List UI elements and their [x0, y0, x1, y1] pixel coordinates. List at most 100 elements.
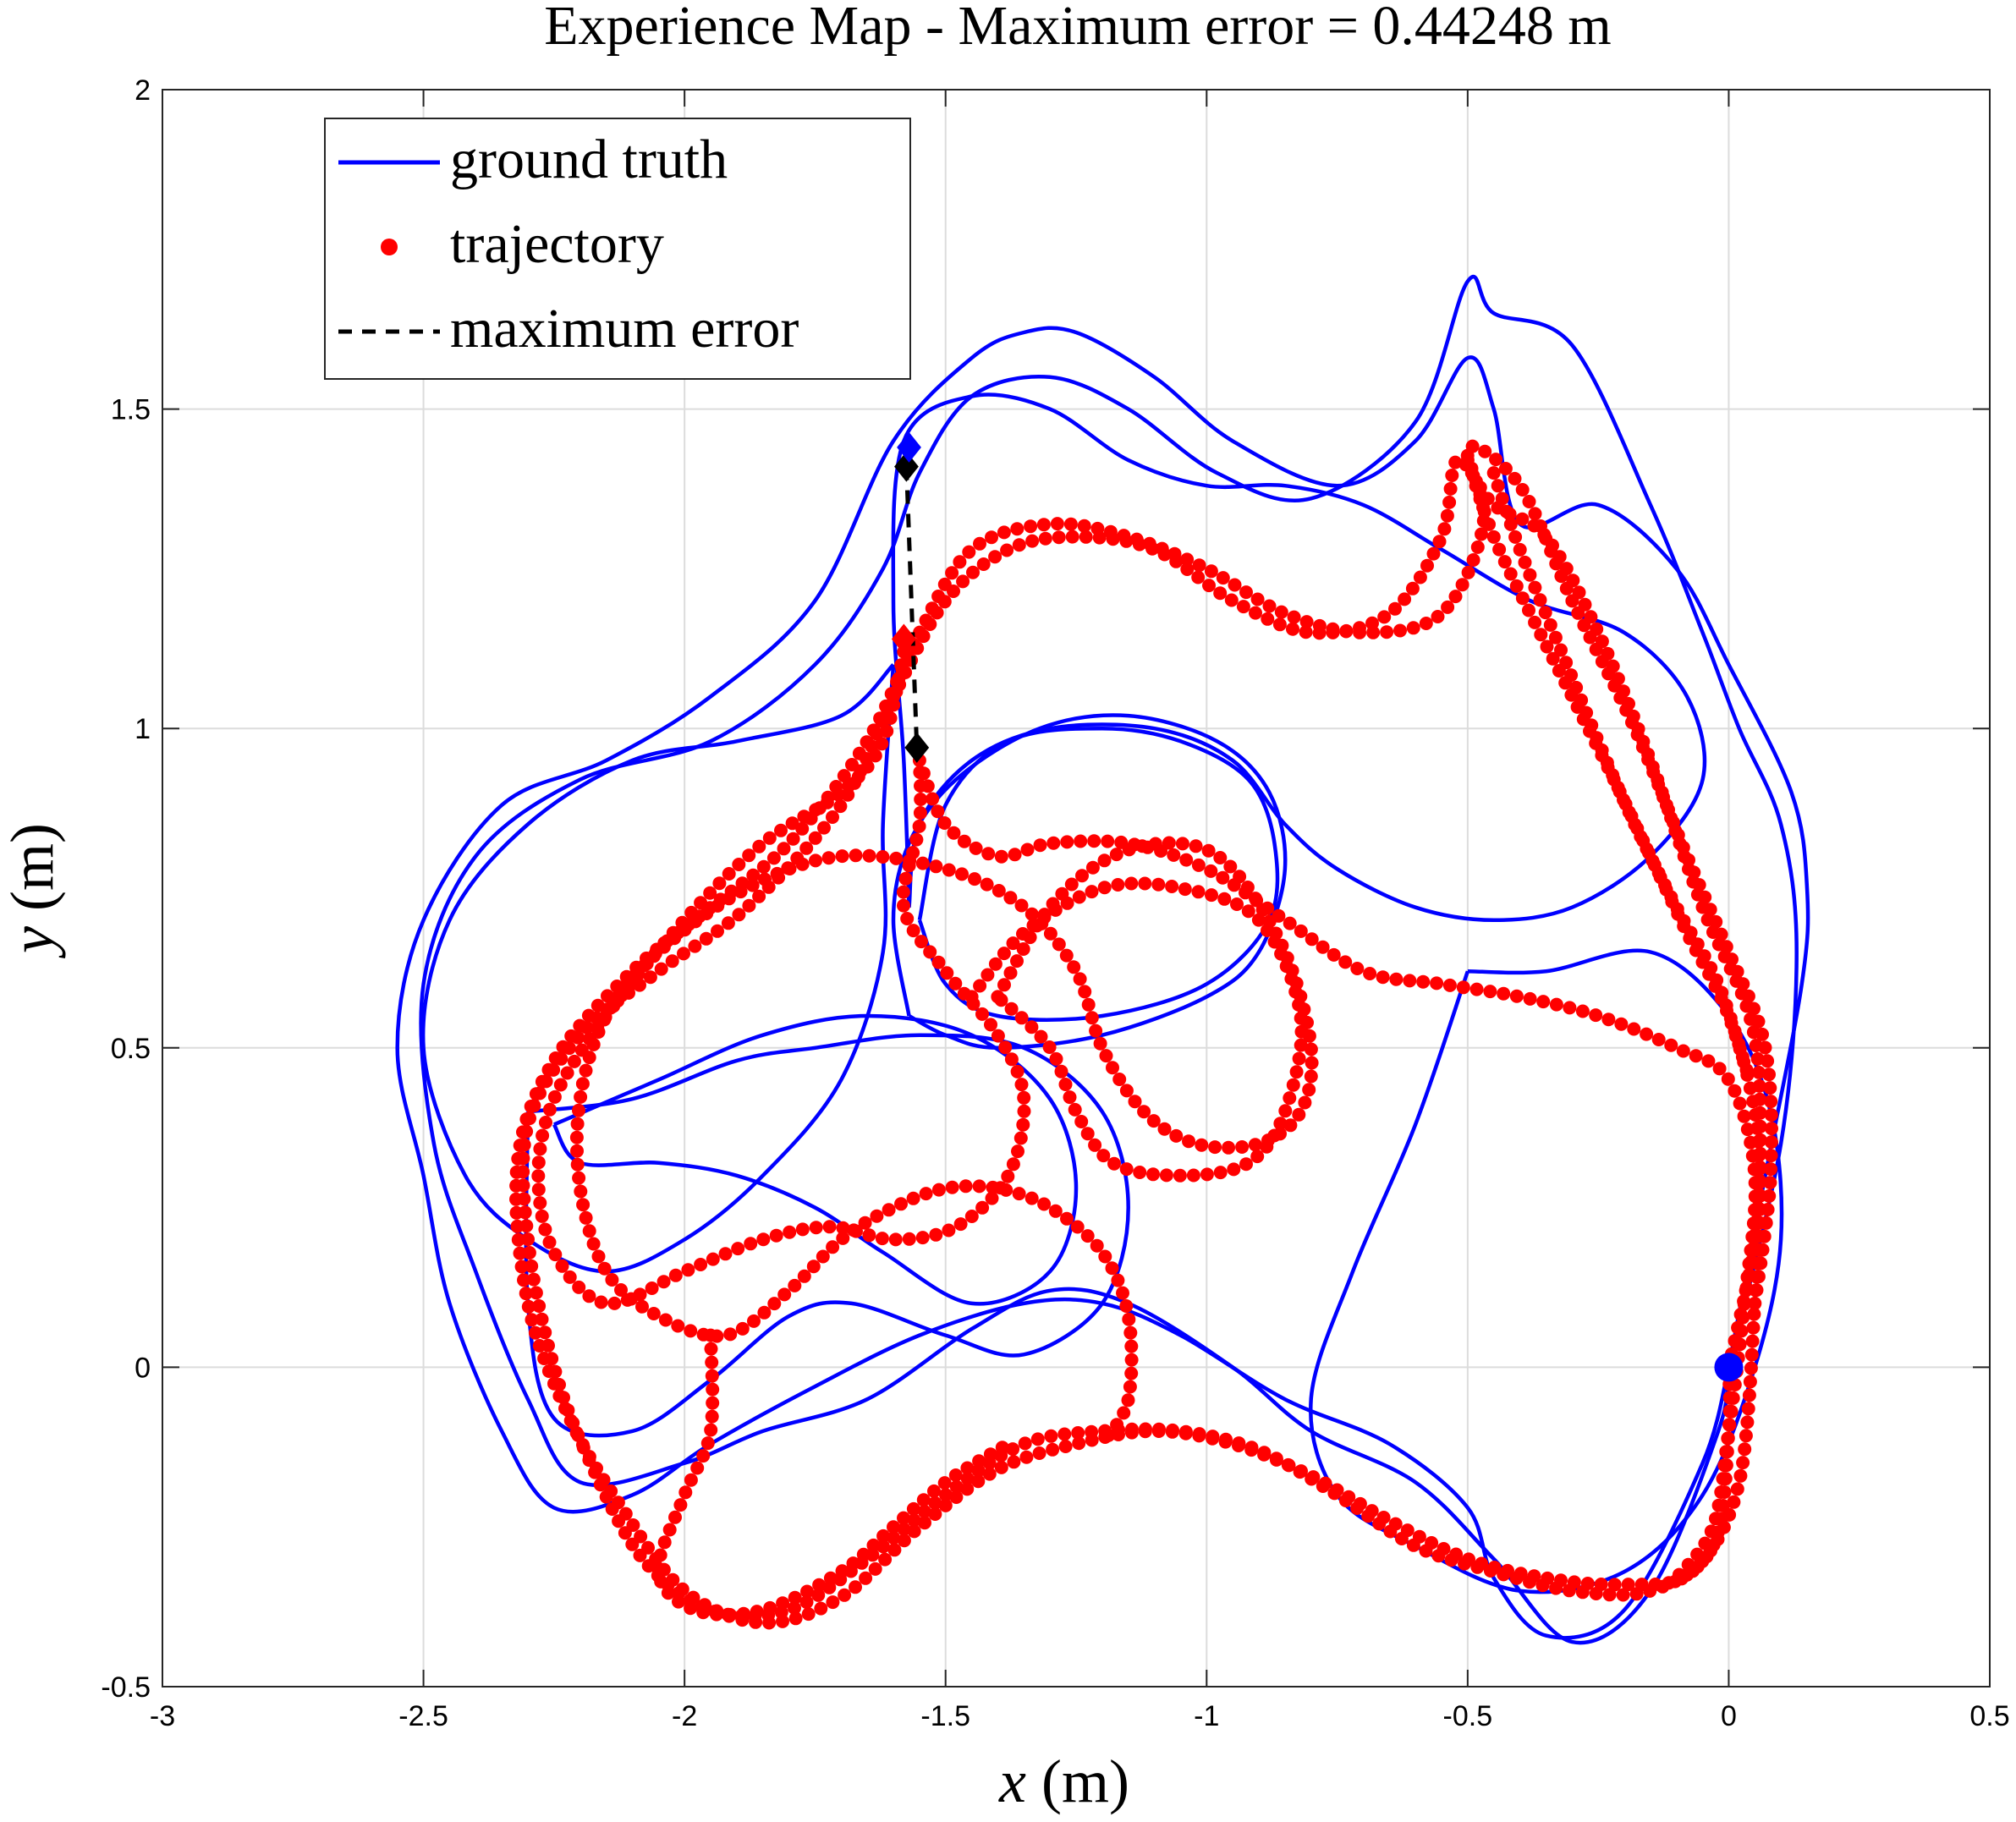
legend-box — [324, 118, 911, 380]
legend: ground truth trajectory maximum error — [324, 118, 911, 380]
trajectory-point — [1178, 1426, 1193, 1441]
trajectory-point — [1528, 580, 1542, 595]
trajectory-point — [1122, 842, 1136, 857]
trajectory-point — [1432, 535, 1447, 549]
ground-truth-path — [891, 392, 1707, 923]
trajectory-point — [838, 1588, 852, 1602]
trajectory-point — [845, 758, 859, 771]
trajectory-point — [1180, 563, 1195, 576]
trajectory-point — [836, 1221, 850, 1235]
trajectory-point — [984, 1018, 997, 1032]
trajectory-point — [681, 1263, 695, 1277]
trajectory-point — [1072, 890, 1086, 904]
trajectory-point — [833, 799, 848, 814]
trajectory-point — [1376, 970, 1390, 985]
trajectory-point — [918, 1516, 931, 1530]
trajectory-point — [1709, 914, 1723, 929]
trajectory-point — [1752, 1065, 1766, 1079]
trajectory-point — [537, 1352, 552, 1365]
trajectory-point — [733, 885, 748, 899]
trajectory-point — [915, 856, 930, 870]
trajectory-point — [931, 590, 946, 603]
trajectory-point — [937, 816, 952, 830]
ground-truth-path — [1309, 948, 1784, 1594]
trajectory-point — [1389, 972, 1404, 986]
trajectory-point — [645, 1281, 659, 1295]
trajectory-point — [1719, 940, 1733, 954]
trajectory-point — [1048, 1204, 1063, 1218]
trajectory-point — [1664, 890, 1678, 904]
y-axis-label: y (m) — [0, 823, 66, 959]
trajectory-point — [1016, 942, 1030, 956]
trajectory-point — [1330, 1483, 1344, 1497]
trajectory-point — [894, 658, 909, 672]
trajectory-point — [1692, 878, 1706, 892]
trajectory-point — [1469, 982, 1484, 996]
trajectory-point — [596, 1473, 611, 1487]
trajectory-point — [722, 867, 736, 881]
trajectory-point — [1728, 1024, 1742, 1038]
trajectory-point — [1217, 892, 1232, 906]
trajectory-point — [1305, 932, 1319, 947]
trajectory-point — [1400, 1523, 1414, 1538]
trajectory-point — [1250, 592, 1265, 606]
trajectory-point — [1621, 1578, 1635, 1592]
trajectory-point — [851, 770, 865, 784]
trajectory-point — [657, 1535, 672, 1550]
trajectory-point — [1419, 617, 1433, 630]
trajectory-point — [1740, 1415, 1755, 1430]
trajectory-point — [1533, 593, 1547, 607]
trajectory-point — [1017, 1104, 1031, 1118]
trajectory-point — [654, 962, 668, 976]
trajectory-point — [567, 1054, 581, 1068]
trajectory-point — [732, 908, 746, 922]
trajectory-point — [620, 1292, 634, 1307]
trajectory-point — [564, 1029, 579, 1043]
trajectory-point — [1425, 1536, 1439, 1550]
trajectory-point — [1024, 1191, 1039, 1205]
trajectory-point — [756, 859, 771, 874]
trajectory-point — [880, 724, 894, 738]
trajectory-point — [529, 1286, 543, 1300]
trajectory-point — [1085, 860, 1100, 875]
trajectory-point — [1206, 1431, 1220, 1446]
trajectory-point — [849, 848, 863, 863]
trajectory-point — [1540, 639, 1554, 654]
trajectory-point — [1223, 859, 1238, 874]
trajectory-point — [1539, 531, 1553, 546]
trajectory-point — [1008, 848, 1022, 862]
trajectory-point — [897, 1511, 910, 1525]
trajectory-point — [1016, 927, 1030, 941]
y-tick-label: 0.5 — [111, 1033, 151, 1065]
trajectory-point — [1122, 1312, 1136, 1326]
trajectory-point — [1548, 630, 1563, 645]
trajectory-point — [821, 851, 836, 865]
trajectory-point — [1583, 630, 1597, 645]
trajectory-point — [1666, 815, 1680, 830]
trajectory-point — [1732, 1037, 1746, 1051]
trajectory-point — [1753, 1216, 1767, 1230]
trajectory-point — [1096, 1149, 1111, 1163]
trajectory-point — [1764, 1108, 1778, 1122]
trajectory-point — [1640, 1027, 1654, 1041]
trajectory-point — [1501, 1563, 1514, 1578]
trajectory-point — [712, 876, 727, 891]
trajectory-point — [1286, 1078, 1300, 1092]
trajectory-point — [1124, 876, 1139, 891]
trajectory-point — [641, 1540, 655, 1555]
trajectory-point — [1138, 1424, 1152, 1439]
trajectory-point — [972, 1454, 986, 1468]
trajectory-point — [902, 859, 916, 873]
trajectory-point — [531, 1183, 546, 1197]
trajectory-point — [862, 1228, 876, 1243]
trajectory-point — [1522, 603, 1535, 617]
trajectory-point — [1010, 954, 1024, 969]
trajectory-point — [788, 1611, 803, 1626]
trajectory-point — [1764, 1149, 1778, 1163]
trajectory-point — [1098, 1249, 1112, 1264]
trajectory-point — [953, 555, 967, 569]
trajectory-point — [668, 1268, 683, 1282]
trajectory-point — [1119, 1084, 1134, 1098]
trajectory-point — [1751, 1243, 1766, 1257]
trajectory-point — [1241, 904, 1255, 919]
